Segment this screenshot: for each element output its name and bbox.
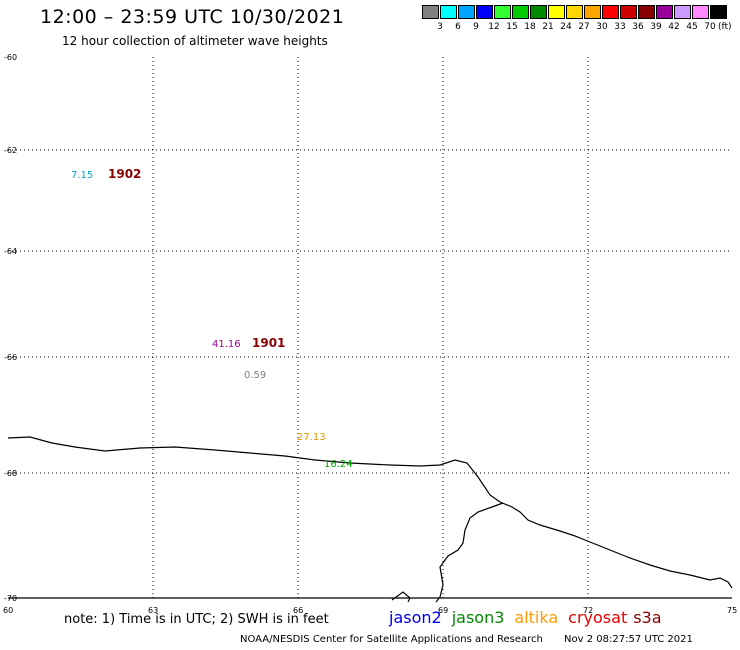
color-legend: 3 6 9 12 15 18 21 24 27 30 33 36 39 42 45 70 (ft) (422, 5, 736, 35)
legend-label: 33 (614, 22, 626, 32)
legend-label: 30 (596, 22, 608, 32)
lat-tick-label: -62 (4, 146, 17, 155)
satellite-altika: altika (514, 608, 559, 627)
legend-swatch (476, 5, 493, 19)
legend-swatch (656, 5, 673, 19)
legend-swatch (548, 5, 565, 19)
legend-swatch (494, 5, 511, 19)
legend-label: 27 (578, 22, 590, 32)
lon-tick-label: 75 (727, 606, 737, 615)
legend-label: 70 (704, 22, 716, 32)
legend-swatch (422, 5, 439, 19)
legend-swatch (692, 5, 709, 19)
legend-label: 45 (686, 22, 698, 32)
lon-tick-label: 60 (3, 606, 13, 615)
lon-tick-label: 69 (438, 606, 448, 615)
wave-height-reading: 16.24 (324, 459, 353, 470)
satellite-jason2: jason2 (389, 608, 442, 627)
generation-timestamp: Nov 2 08:27:57 UTC 2021 (564, 634, 693, 645)
satellite-jason3: jason3 (451, 608, 505, 627)
inlet-coast (435, 502, 504, 603)
legend-label: 3 (437, 22, 443, 32)
satellite-s3a: s3a (633, 608, 662, 627)
legend-label: 39 (650, 22, 662, 32)
map-grid (8, 57, 732, 599)
lat-tick-label: -64 (4, 247, 17, 256)
legend-swatch (620, 5, 637, 19)
legend-swatch (440, 5, 457, 19)
pass-date-label: 1902 (108, 167, 141, 181)
lat-tick-label: -60 (4, 53, 17, 62)
legend-label: 24 (560, 22, 572, 32)
legend-label: 42 (668, 22, 680, 32)
legend-swatch (530, 5, 547, 19)
wave-height-reading: 7.15 (71, 170, 93, 181)
legend-swatch (584, 5, 601, 19)
legend-swatch (566, 5, 583, 19)
ice-edge (391, 591, 411, 603)
legend-swatch (602, 5, 619, 19)
map-subtitle: 12 hour collection of altimeter wave hei… (62, 34, 328, 48)
axis-ticks: -60 -62 -64 -66 -68 -70 60 63 66 69 72 75 (3, 53, 737, 615)
lon-tick-label: 72 (583, 606, 593, 615)
lat-tick-label: -68 (4, 469, 17, 478)
wave-height-reading: 41.16 (212, 339, 241, 350)
credit-line: NOAA/NESDIS Center for Satellite Applica… (240, 634, 693, 645)
wave-height-reading: 0.59 (244, 370, 266, 381)
legend-label: 6 (455, 22, 461, 32)
legend-swatch (674, 5, 691, 19)
legend-swatch (512, 5, 529, 19)
lat-tick-label: -66 (4, 353, 17, 362)
legend-swatch (710, 5, 727, 19)
lon-tick-label: 63 (148, 606, 158, 615)
legend-label: 15 (506, 22, 518, 32)
map-title: 12:00 – 23:59 UTC 10/30/2021 (40, 6, 345, 28)
legend-swatch (638, 5, 655, 19)
lat-tick-label: -70 (4, 594, 17, 603)
legend-label: 36 (632, 22, 644, 32)
legend-unit: (ft) (718, 22, 732, 32)
legend-label: 9 (473, 22, 479, 32)
pass-date-label: 1901 (252, 336, 285, 350)
satellite-legend: jason2 jason3 altika cryosat s3a (389, 608, 672, 627)
antarctic-coastline (7, 436, 733, 589)
footer-note: note: 1) Time is in UTC; 2) SWH is in fe… (64, 612, 329, 627)
lon-tick-label: 66 (293, 606, 303, 615)
coastline (7, 436, 733, 603)
legend-label: 18 (524, 22, 536, 32)
wave-height-reading: 27.13 (297, 432, 326, 443)
credit-text: NOAA/NESDIS Center for Satellite Applica… (240, 634, 543, 645)
legend-label: 21 (542, 22, 554, 32)
legend-label: 12 (488, 22, 500, 32)
legend-swatch (458, 5, 475, 19)
satellite-cryosat: cryosat (568, 608, 628, 627)
